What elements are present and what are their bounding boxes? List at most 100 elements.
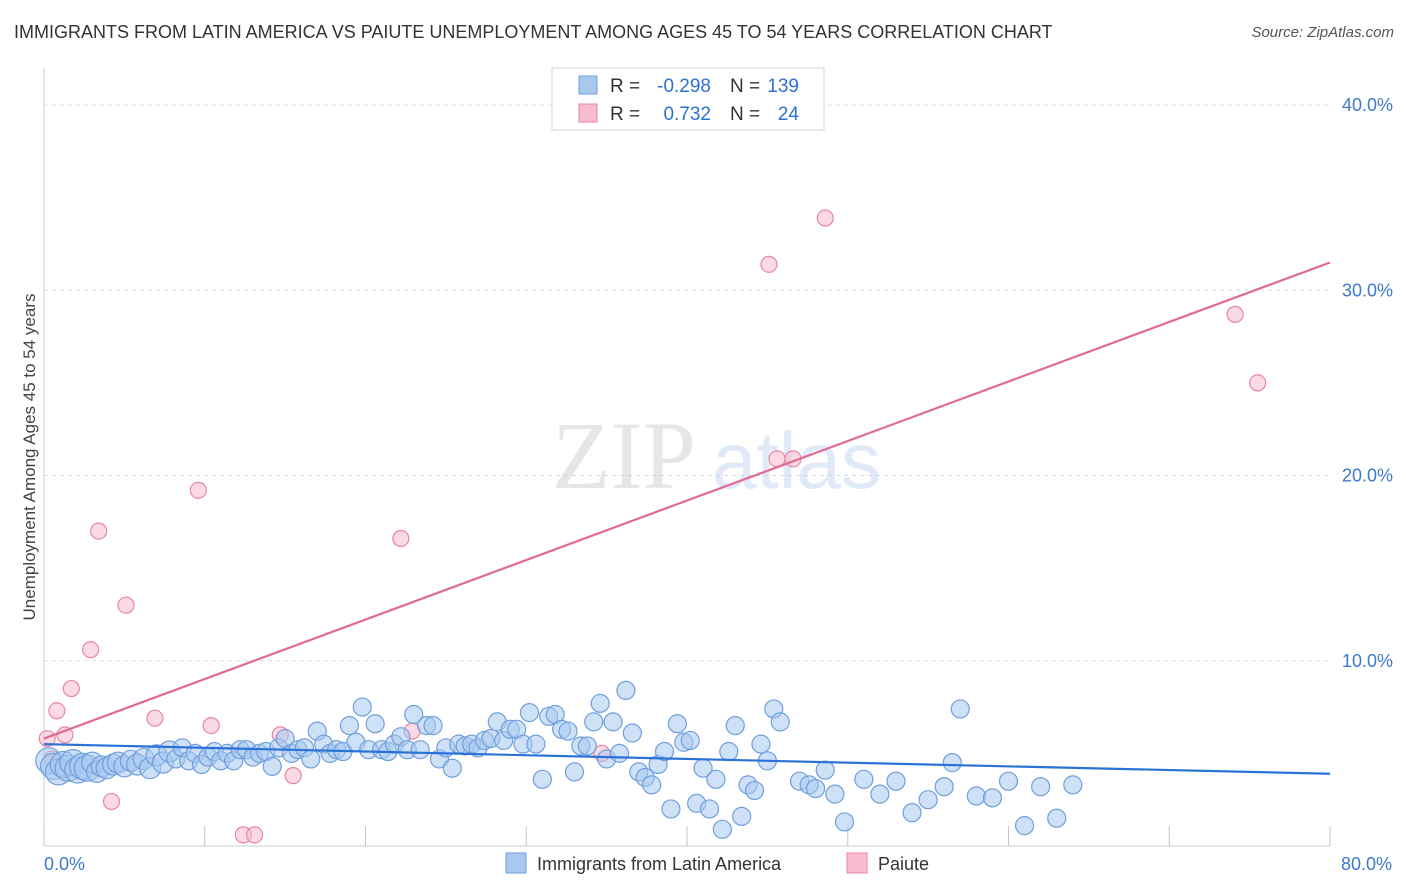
points-a-point-78 — [519, 703, 540, 723]
points-b-point-4 — [62, 679, 80, 698]
points-a-point-100 — [661, 799, 681, 819]
chart-source: Source: ZipAtlas.com — [1251, 24, 1394, 41]
series-legend-label-b: Paiute — [878, 854, 929, 874]
points-a-point-92 — [609, 743, 630, 763]
points-a-point-120 — [805, 778, 826, 799]
points-a-point-54 — [365, 714, 385, 734]
points-a-point-107 — [706, 769, 726, 789]
points-a-point-131 — [950, 699, 970, 719]
paiute-trendline — [43, 261, 1331, 740]
points-a-point-125 — [870, 784, 890, 804]
points-a-point-129 — [934, 777, 954, 797]
points-a-point-130 — [942, 753, 962, 773]
x-tick-label-max: 80.0% — [1341, 854, 1392, 874]
points-a-point-121 — [815, 760, 835, 780]
points-b-point-23 — [1226, 305, 1244, 323]
points-a-point-94 — [622, 723, 642, 743]
stats-legend-n-value-a: 139 — [767, 76, 799, 97]
stats-legend-n-label-a: N = — [730, 76, 760, 97]
points-b-point-24 — [1249, 374, 1267, 392]
points-a-point-97 — [642, 775, 662, 795]
points-b-point-5 — [82, 641, 100, 659]
y-tick-label-10: 10.0% — [1342, 651, 1393, 671]
points-b-point-9 — [146, 709, 164, 727]
stats-legend: R = -0.298 N = 139 R = 0.732 N = 24 — [551, 67, 825, 131]
stats-legend-r-label-b: R = — [610, 104, 640, 125]
points-a-point-108 — [712, 819, 732, 839]
points-a-point-101 — [667, 714, 687, 734]
points-b-point-22 — [816, 209, 834, 227]
points-a-point-109 — [719, 741, 739, 762]
gridlines — [44, 104, 1330, 662]
points-b-point-6 — [90, 522, 108, 540]
points-a-point-111 — [732, 806, 752, 826]
points-a-point-128 — [918, 790, 938, 810]
points-b-point-13 — [245, 826, 264, 844]
points-a-point-93 — [616, 680, 636, 701]
latin-america-trendline — [43, 743, 1331, 775]
points-a-point-123 — [834, 812, 855, 832]
stats-legend-r-value-a: -0.298 — [657, 76, 711, 97]
points-b-point-2 — [48, 702, 66, 720]
points-a-point-63 — [423, 715, 443, 736]
points-a-point-50 — [339, 715, 360, 736]
stats-legend-n-value-b: 24 — [778, 104, 800, 125]
series-legend-swatch-b — [846, 852, 868, 874]
stats-legend-n-label-b: N = — [730, 104, 760, 125]
points-a-point-124 — [854, 769, 874, 789]
points-b-point-7 — [102, 792, 121, 811]
points-a-point-91 — [603, 712, 623, 732]
series-legend-label-a: Immigrants from Latin America — [537, 854, 782, 874]
stats-legend-r-value-b: 0.732 — [663, 104, 711, 125]
points-b-point-19 — [760, 255, 778, 273]
points-b-point-10 — [189, 481, 207, 499]
points-a-point-114 — [751, 734, 771, 754]
chart-title: IMMIGRANTS FROM LATIN AMERICA VS PAIUTE … — [14, 22, 1053, 42]
points-a-point-44 — [301, 749, 321, 769]
y-tick-label-30: 30.0% — [1342, 280, 1393, 300]
stats-legend-swatch-a — [578, 75, 598, 95]
points-a-point-66 — [442, 758, 462, 778]
y-axis-label: Unemployment Among Ages 45 to 54 years — [20, 294, 39, 621]
points-a-point-84 — [558, 721, 578, 741]
points-a-point-127 — [902, 803, 922, 823]
points-b-point-16 — [392, 529, 410, 548]
watermark-zip: ZIP — [552, 402, 696, 509]
points-a-point-60 — [404, 704, 424, 725]
y-tick-label-20: 20.0% — [1342, 466, 1393, 486]
points-a-point-79 — [526, 734, 546, 754]
points-a-point-136 — [1031, 777, 1051, 797]
series-legend: Immigrants from Latin America Paiute — [505, 852, 929, 874]
points-a-point-134 — [998, 771, 1019, 791]
points-a-point-132 — [966, 786, 986, 806]
points-a-point-52 — [352, 697, 372, 717]
points-a-point-137 — [1047, 808, 1067, 828]
x-axis-ticks — [43, 826, 1331, 846]
y-tick-label-40: 40.0% — [1342, 95, 1393, 115]
latin-america-points — [35, 680, 1083, 839]
points-a-point-99 — [654, 741, 675, 762]
points-a-point-122 — [825, 784, 845, 804]
points-a-point-106 — [699, 799, 720, 819]
points-a-point-133 — [982, 788, 1003, 808]
stats-legend-swatch-b — [578, 103, 598, 123]
points-b-point-8 — [117, 596, 135, 614]
points-a-point-117 — [770, 712, 790, 732]
points-a-point-80 — [532, 769, 552, 789]
points-a-point-88 — [584, 712, 604, 732]
series-legend-swatch-a — [505, 852, 527, 874]
points-a-point-89 — [590, 693, 610, 713]
points-a-point-85 — [564, 762, 585, 782]
points-a-point-135 — [1014, 816, 1035, 836]
y-tick-labels: 10.0% 20.0% 30.0% 40.0% — [1342, 95, 1393, 671]
points-a-point-87 — [577, 736, 597, 756]
points-a-point-103 — [680, 730, 700, 751]
points-a-point-110 — [725, 715, 745, 736]
points-a-point-61 — [410, 740, 430, 760]
points-b-point-15 — [284, 767, 302, 785]
points-b-point-11 — [202, 716, 220, 735]
x-tick-label-min: 0.0% — [44, 854, 85, 874]
points-a-point-38 — [262, 756, 282, 776]
stats-legend-r-label-a: R = — [610, 76, 640, 97]
